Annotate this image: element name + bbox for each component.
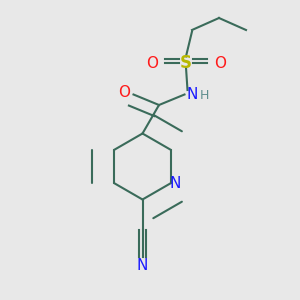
Text: S: S: [180, 54, 192, 72]
Text: O: O: [146, 56, 158, 70]
Text: N: N: [170, 176, 181, 190]
Text: H: H: [200, 89, 209, 103]
Text: N: N: [137, 258, 148, 273]
Text: O: O: [214, 56, 226, 70]
Text: O: O: [118, 85, 130, 100]
Text: N: N: [186, 87, 197, 102]
